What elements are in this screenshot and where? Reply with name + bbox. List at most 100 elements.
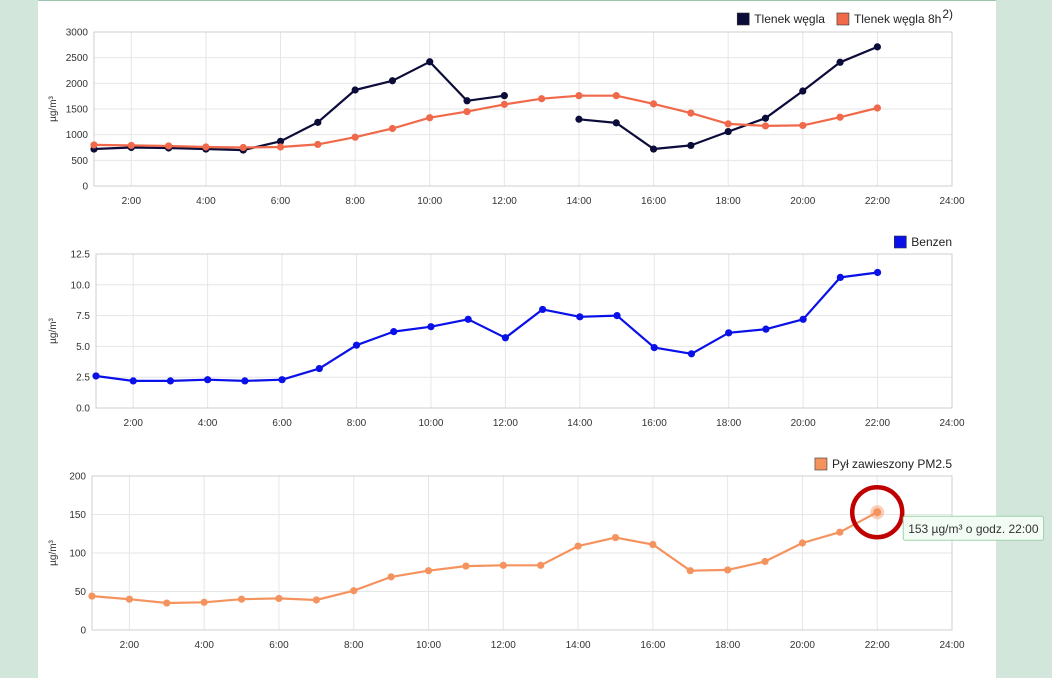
- data-point[interactable]: [239, 143, 247, 152]
- data-point[interactable]: [388, 124, 397, 133]
- data-point[interactable]: [761, 122, 770, 130]
- data-point[interactable]: [687, 141, 695, 150]
- x-tick-label: 8:00: [345, 196, 365, 207]
- data-point[interactable]: [724, 566, 732, 574]
- data-point[interactable]: [463, 107, 471, 116]
- data-point[interactable]: [427, 323, 435, 331]
- data-point[interactable]: [314, 140, 322, 149]
- data-point[interactable]: [166, 377, 175, 385]
- data-point[interactable]: [725, 329, 733, 337]
- data-point[interactable]: [836, 113, 844, 121]
- data-point[interactable]: [501, 334, 509, 342]
- data-point[interactable]: [724, 127, 732, 136]
- data-point[interactable]: [761, 114, 770, 122]
- y-tick-label: 0.0: [76, 404, 90, 415]
- data-point[interactable]: [761, 557, 769, 566]
- data-point[interactable]: [575, 115, 583, 123]
- data-point[interactable]: [312, 596, 320, 604]
- data-point[interactable]: [537, 561, 545, 569]
- data-point[interactable]: [836, 58, 844, 66]
- data-point[interactable]: [390, 328, 398, 336]
- legend-item[interactable]: Tlenek węgla 8h 2): [836, 7, 953, 26]
- legend-item[interactable]: Benzen: [893, 235, 952, 249]
- data-point[interactable]: [276, 137, 285, 145]
- data-point[interactable]: [649, 100, 658, 108]
- data-point[interactable]: [90, 141, 98, 149]
- data-point[interactable]: [352, 341, 361, 349]
- data-point[interactable]: [873, 268, 882, 277]
- data-point[interactable]: [204, 376, 212, 384]
- data-point[interactable]: [315, 364, 323, 373]
- data-point[interactable]: [314, 118, 322, 126]
- tooltip-text: 153 µg/m³ o godz. 22:00: [908, 522, 1039, 536]
- data-point[interactable]: [424, 567, 433, 575]
- data-point[interactable]: [165, 142, 173, 150]
- data-point[interactable]: [613, 312, 621, 320]
- data-point[interactable]: [129, 377, 137, 385]
- data-point[interactable]: [762, 325, 770, 333]
- y-tick-label: 12.5: [71, 250, 91, 261]
- data-point[interactable]: [612, 119, 620, 127]
- data-point[interactable]: [127, 141, 135, 150]
- data-point[interactable]: [538, 95, 546, 103]
- data-point[interactable]: [351, 133, 359, 141]
- data-point[interactable]: [202, 143, 210, 151]
- legend-item[interactable]: Tlenek węgla: [736, 12, 825, 26]
- data-point[interactable]: [612, 92, 620, 100]
- x-tick-label: 14:00: [567, 418, 592, 429]
- data-point[interactable]: [499, 561, 507, 569]
- data-point[interactable]: [276, 143, 285, 151]
- data-point[interactable]: [500, 100, 508, 108]
- data-point[interactable]: [350, 587, 358, 595]
- data-point[interactable]: [464, 315, 472, 323]
- legend-color-swatch: [814, 457, 828, 471]
- data-point[interactable]: [799, 87, 807, 95]
- data-point[interactable]: [500, 92, 508, 100]
- data-point[interactable]: [649, 145, 658, 153]
- data-point[interactable]: [92, 372, 100, 380]
- data-point[interactable]: [426, 58, 434, 66]
- data-point[interactable]: [426, 114, 434, 122]
- data-point[interactable]: [686, 567, 694, 575]
- data-point[interactable]: [576, 313, 584, 321]
- data-point[interactable]: [200, 598, 208, 606]
- data-point[interactable]: [574, 542, 582, 550]
- data-point[interactable]: [125, 595, 133, 603]
- data-point[interactable]: [88, 592, 96, 600]
- data-point[interactable]: [798, 539, 807, 547]
- data-point[interactable]: [724, 120, 732, 128]
- tooltip: 153 µg/m³ o godz. 22:00: [902, 515, 1045, 541]
- data-point[interactable]: [237, 595, 246, 603]
- data-point[interactable]: [873, 43, 881, 51]
- data-point[interactable]: [387, 573, 395, 581]
- data-point[interactable]: [836, 273, 844, 282]
- x-tick-label: 8:00: [347, 418, 367, 429]
- legend-item[interactable]: Pył zawieszony PM2.5: [814, 457, 952, 471]
- x-tick-label: 20:00: [791, 418, 816, 429]
- data-point[interactable]: [241, 377, 249, 385]
- legend-label: Tlenek węgla: [754, 12, 825, 26]
- data-point[interactable]: [462, 562, 470, 570]
- data-point[interactable]: [463, 97, 471, 105]
- data-point[interactable]: [539, 305, 547, 314]
- data-point[interactable]: [575, 92, 583, 100]
- data-point[interactable]: [275, 594, 283, 603]
- data-point[interactable]: [799, 315, 807, 323]
- data-point[interactable]: [836, 528, 844, 536]
- data-point[interactable]: [799, 121, 807, 130]
- hovered-data-point[interactable]: [873, 508, 882, 517]
- data-point[interactable]: [163, 599, 171, 607]
- x-tick-label: 22:00: [865, 196, 890, 207]
- legend-label: Tlenek węgla 8h: [854, 12, 941, 26]
- data-point[interactable]: [687, 109, 695, 117]
- data-point[interactable]: [278, 376, 286, 384]
- x-tick-label: 2:00: [122, 196, 142, 207]
- data-point[interactable]: [873, 104, 881, 112]
- data-point[interactable]: [611, 534, 620, 542]
- data-point[interactable]: [650, 344, 658, 352]
- data-point[interactable]: [351, 86, 359, 94]
- data-point[interactable]: [687, 350, 696, 358]
- data-point[interactable]: [649, 540, 657, 549]
- data-point[interactable]: [388, 77, 397, 85]
